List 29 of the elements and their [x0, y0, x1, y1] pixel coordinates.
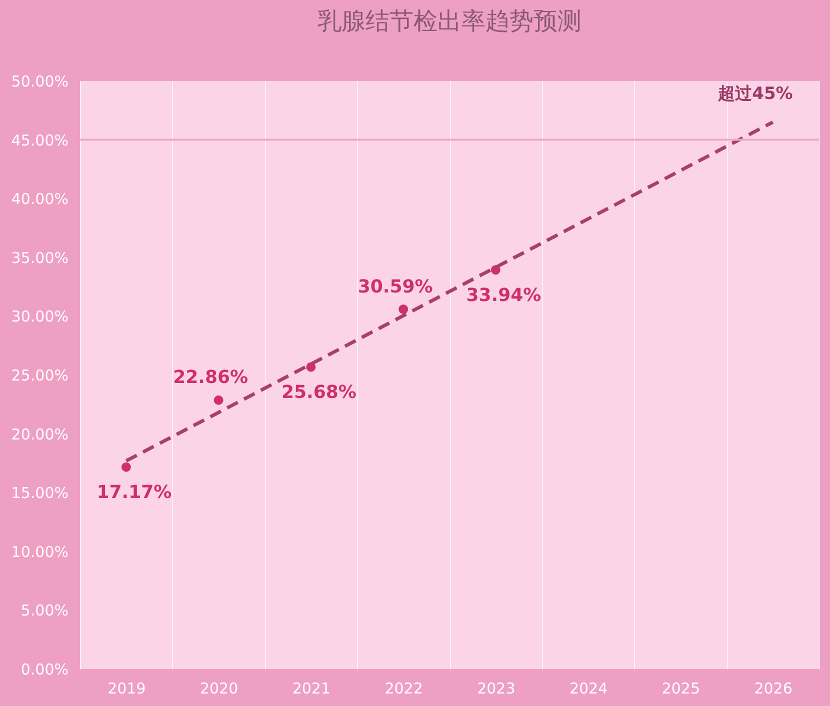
- y-tick-label: 35.00%: [11, 248, 68, 267]
- data-label: 17.17%: [96, 482, 172, 504]
- y-tick-label: 5.00%: [20, 602, 68, 620]
- x-tick-label: 2020: [200, 680, 238, 698]
- y-tick-label: 45.00%: [11, 131, 68, 150]
- annotation: 超过45%: [717, 84, 793, 104]
- x-tick-label: 2022: [384, 680, 423, 698]
- x-tick-label: 2025: [662, 680, 700, 698]
- y-tick-label: 10.00%: [11, 542, 68, 561]
- data-label: 30.59%: [358, 276, 433, 298]
- point: [398, 304, 408, 314]
- x-tick-label: 2026: [754, 680, 792, 698]
- x-tick-label: 2023: [477, 680, 516, 698]
- data-label: 22.86%: [173, 367, 248, 388]
- x-tick-label: 2021: [292, 680, 331, 698]
- y-tick-label: 25.00%: [11, 366, 68, 384]
- y-tick-label: 20.00%: [11, 425, 68, 444]
- chart-title: 乳腺结节检出率趋势预测: [318, 7, 582, 35]
- y-tick-label: 0.00%: [20, 660, 68, 678]
- y-tick-label: 30.00%: [11, 308, 68, 326]
- point: [121, 462, 131, 472]
- x-tick-label: 2019: [108, 680, 146, 698]
- y-tick-label: 50.00%: [11, 72, 68, 90]
- point: [214, 395, 224, 405]
- data-label: 33.94%: [466, 284, 542, 306]
- x-tick-label: 2024: [569, 680, 608, 698]
- data-label: 25.68%: [281, 382, 356, 404]
- y-tick-label: 40.00%: [11, 190, 68, 208]
- y-tick-label: 15.00%: [11, 484, 68, 502]
